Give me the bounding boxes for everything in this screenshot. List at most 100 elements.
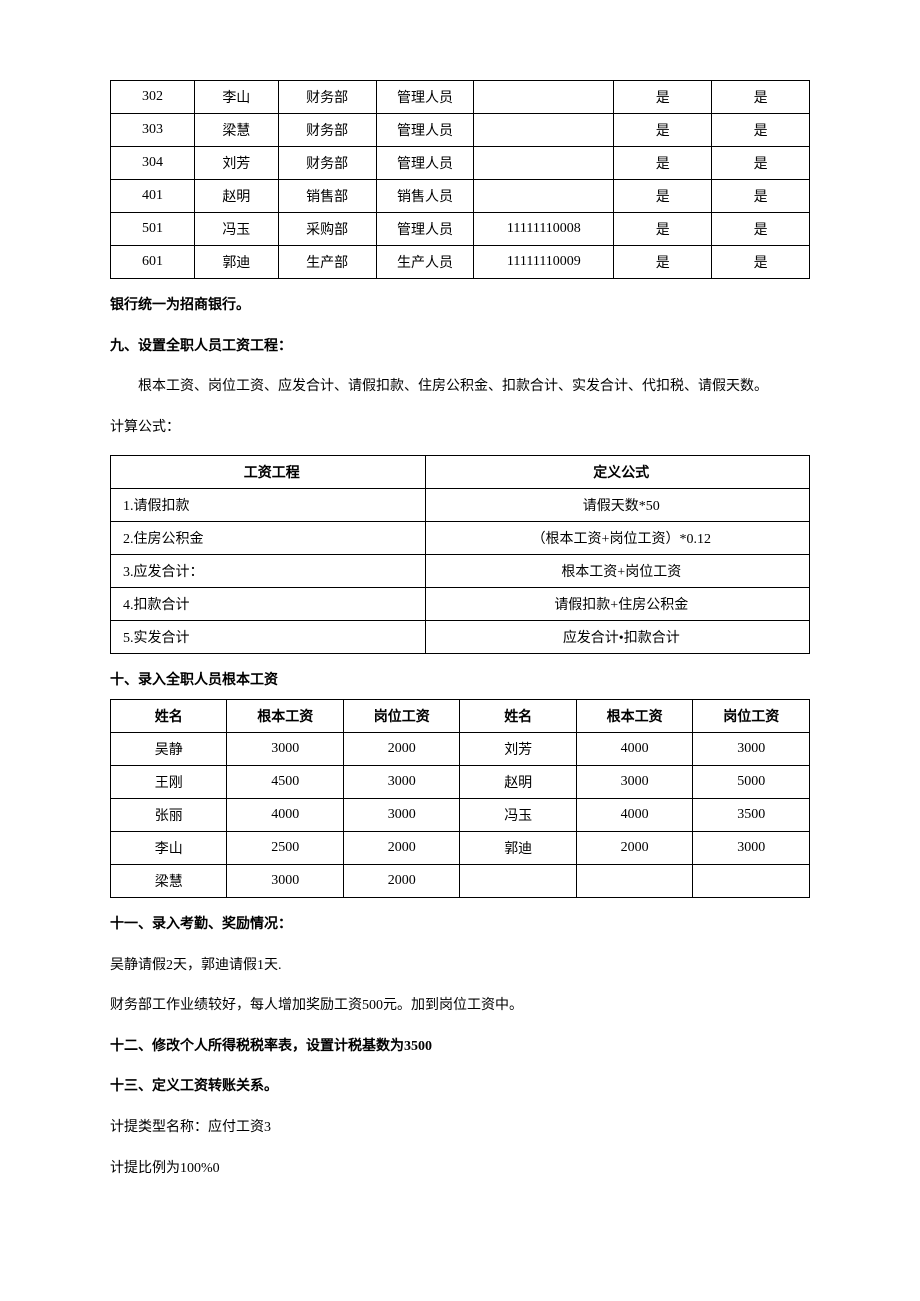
table-header-cell: 定义公式 [425, 456, 809, 489]
formula-table: 工资工程定义公式1.请假扣款请假天数*502.住房公积金（根本工资+岗位工资）*… [110, 455, 810, 654]
table-cell: 4000 [576, 732, 692, 765]
section-13-line2: 计提比例为100%0 [110, 1156, 810, 1183]
table-cell: 2000 [343, 831, 459, 864]
table-header-cell: 岗位工资 [343, 699, 459, 732]
table-cell: 张丽 [111, 798, 227, 831]
section-9-body: 根本工资、岗位工资、应发合计、请假扣款、住房公积金、扣款合计、实发合计、代扣税、… [110, 374, 810, 401]
table-cell: 601 [111, 246, 195, 279]
table-header-cell: 根本工资 [227, 699, 343, 732]
table-cell: 4000 [576, 798, 692, 831]
table-row: 303梁慧财务部管理人员是是 [111, 114, 810, 147]
table-cell: 3000 [576, 765, 692, 798]
table-row: 吴静30002000刘芳40003000 [111, 732, 810, 765]
table-header-cell: 工资工程 [111, 456, 426, 489]
table-cell: 是 [614, 246, 712, 279]
table-row: 601郭迪生产部生产人员11111110009是是 [111, 246, 810, 279]
table-cell: 郭迪 [194, 246, 278, 279]
table-row: 梁慧30002000 [111, 864, 810, 897]
table-header-cell: 姓名 [460, 699, 576, 732]
table-cell: 是 [712, 81, 810, 114]
table-row: 张丽40003000冯玉40003500 [111, 798, 810, 831]
table-cell [576, 864, 692, 897]
employee-table-body: 302李山财务部管理人员是是303梁慧财务部管理人员是是304刘芳财务部管理人员… [111, 81, 810, 279]
table-cell: 501 [111, 213, 195, 246]
table-cell: 销售部 [278, 180, 376, 213]
table-header-cell: 岗位工资 [693, 699, 810, 732]
table-row: 李山25002000郭迪20003000 [111, 831, 810, 864]
table-cell: 应发合计•扣款合计 [425, 621, 809, 654]
section-9-title: 九、设置全职人员工资工程： [110, 334, 810, 361]
table-row: 3.应发合计：根本工资+岗位工资 [111, 555, 810, 588]
section-11-title: 十一、录入考勤、奖励情况： [110, 912, 810, 939]
table-cell: 吴静 [111, 732, 227, 765]
table-cell: 是 [712, 114, 810, 147]
table-cell: 3000 [227, 732, 343, 765]
table-cell [693, 864, 810, 897]
table-row: 304刘芳财务部管理人员是是 [111, 147, 810, 180]
table-row: 302李山财务部管理人员是是 [111, 81, 810, 114]
table-cell: （根本工资+岗位工资）*0.12 [425, 522, 809, 555]
table-cell [474, 81, 614, 114]
table-cell: 3500 [693, 798, 810, 831]
table-cell: 是 [712, 246, 810, 279]
table-cell: 请假扣款+住房公积金 [425, 588, 809, 621]
table-cell: 2500 [227, 831, 343, 864]
table-cell [460, 864, 576, 897]
table-cell: 梁慧 [111, 864, 227, 897]
section-11-line1: 吴静请假2天，郭迪请假1天. [110, 953, 810, 980]
table-cell: 3.应发合计： [111, 555, 426, 588]
table-row: 5.实发合计应发合计•扣款合计 [111, 621, 810, 654]
table-cell: 2.住房公积金 [111, 522, 426, 555]
bank-note: 银行统一为招商银行。 [110, 293, 810, 320]
table-row: 王刚45003000赵明30005000 [111, 765, 810, 798]
table-cell: 11111110008 [474, 213, 614, 246]
table-cell: 3000 [343, 798, 459, 831]
table-cell: 冯玉 [460, 798, 576, 831]
section-11-line2: 财务部工作业绩较好，每人增加奖励工资500元。加到岗位工资中。 [110, 993, 810, 1020]
table-header-cell: 姓名 [111, 699, 227, 732]
table-cell: 是 [614, 213, 712, 246]
table-cell: 是 [614, 180, 712, 213]
table-cell [474, 114, 614, 147]
table-row: 2.住房公积金（根本工资+岗位工资）*0.12 [111, 522, 810, 555]
table-cell [474, 180, 614, 213]
table-cell: 1.请假扣款 [111, 489, 426, 522]
table-cell: 梁慧 [194, 114, 278, 147]
section-12-title: 十二、修改个人所得税税率表，设置计税基数为3500 [110, 1034, 810, 1061]
table-cell: 是 [712, 180, 810, 213]
table-cell: 是 [712, 147, 810, 180]
table-cell: 财务部 [278, 147, 376, 180]
table-cell: 郭迪 [460, 831, 576, 864]
table-row: 1.请假扣款请假天数*50 [111, 489, 810, 522]
table-cell: 李山 [194, 81, 278, 114]
table-cell: 管理人员 [376, 213, 474, 246]
table-cell: 根本工资+岗位工资 [425, 555, 809, 588]
section-10-title: 十、录入全职人员根本工资 [110, 668, 810, 695]
table-header-cell: 根本工资 [576, 699, 692, 732]
table-cell: 304 [111, 147, 195, 180]
table-cell: 3000 [343, 765, 459, 798]
table-cell: 赵明 [194, 180, 278, 213]
table-cell: 3000 [693, 732, 810, 765]
table-cell: 303 [111, 114, 195, 147]
section-13-title: 十三、定义工资转账关系。 [110, 1074, 810, 1101]
table-cell: 生产部 [278, 246, 376, 279]
table-cell: 冯玉 [194, 213, 278, 246]
table-cell: 4000 [227, 798, 343, 831]
employee-table: 302李山财务部管理人员是是303梁慧财务部管理人员是是304刘芳财务部管理人员… [110, 80, 810, 279]
table-cell: 401 [111, 180, 195, 213]
table-cell: 302 [111, 81, 195, 114]
table-cell: 请假天数*50 [425, 489, 809, 522]
table-cell: 2000 [343, 732, 459, 765]
table-cell: 刘芳 [460, 732, 576, 765]
table-cell: 财务部 [278, 81, 376, 114]
calc-formula-label: 计算公式： [110, 415, 810, 442]
table-cell: 5000 [693, 765, 810, 798]
table-cell: 是 [614, 147, 712, 180]
table-cell: 5.实发合计 [111, 621, 426, 654]
table-cell: 李山 [111, 831, 227, 864]
table-cell: 2000 [576, 831, 692, 864]
table-cell: 王刚 [111, 765, 227, 798]
table-cell: 管理人员 [376, 147, 474, 180]
table-cell: 是 [614, 114, 712, 147]
